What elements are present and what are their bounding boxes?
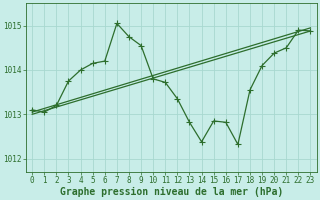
X-axis label: Graphe pression niveau de la mer (hPa): Graphe pression niveau de la mer (hPa)	[60, 186, 283, 197]
